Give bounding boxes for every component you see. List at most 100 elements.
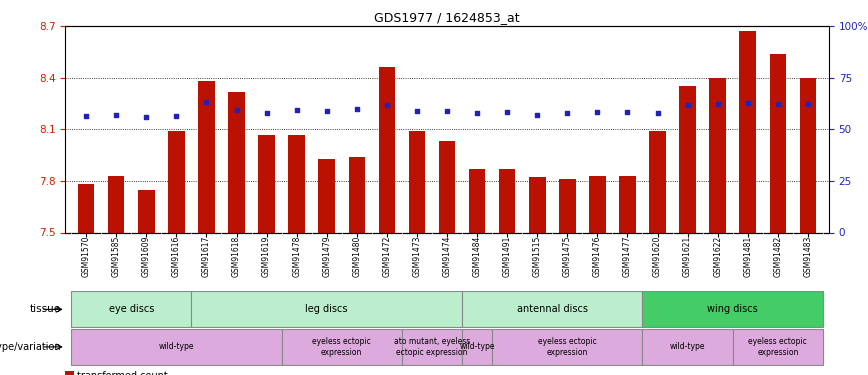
Bar [770,54,786,232]
Text: GSM91479: GSM91479 [322,236,332,277]
Bar [349,157,365,232]
Point [319,108,333,114]
Bar [319,159,335,232]
Point [590,109,604,115]
Point [651,110,665,116]
Text: tissue: tissue [30,304,61,314]
Bar [71,291,192,327]
Bar [438,141,456,232]
Bar [589,176,606,232]
Point [260,110,273,116]
Bar [402,329,462,365]
Text: eyeless ectopic
expression: eyeless ectopic expression [538,337,596,357]
Bar [281,329,402,365]
Point [801,100,815,106]
Text: GSM91617: GSM91617 [202,236,211,277]
Bar [198,81,214,232]
Point [500,109,514,115]
Bar [733,329,823,365]
Point [621,109,635,115]
Text: wild-type: wild-type [159,342,194,351]
Text: GSM91621: GSM91621 [683,236,692,277]
Point [470,110,484,116]
Text: antennal discs: antennal discs [516,304,588,314]
Text: GSM91482: GSM91482 [773,236,782,277]
Bar [462,291,642,327]
Text: GSM91585: GSM91585 [112,236,121,277]
Bar [799,78,816,232]
Point [530,112,544,118]
Text: GSM91481: GSM91481 [743,236,753,277]
Bar [228,92,245,232]
Text: GSM91616: GSM91616 [172,236,181,277]
Bar [65,371,74,375]
Text: GSM91484: GSM91484 [472,236,482,277]
Point [79,114,93,120]
Point [229,106,243,112]
Bar [138,189,155,232]
Bar [168,131,185,232]
Point [109,112,123,118]
Text: GSM91483: GSM91483 [804,236,812,277]
Point [771,102,785,108]
Bar [642,291,823,327]
Text: transformed count: transformed count [77,371,168,375]
Point [681,102,694,108]
Text: wild-type: wild-type [670,342,706,351]
Text: GSM91476: GSM91476 [593,236,602,277]
Bar [378,68,395,232]
Text: wing discs: wing discs [707,304,758,314]
Text: eyeless ectopic
expression: eyeless ectopic expression [748,337,807,357]
Text: ato mutant, eyeless
ectopic expression: ato mutant, eyeless ectopic expression [394,337,470,357]
Text: GSM91473: GSM91473 [412,236,422,277]
Text: GSM91472: GSM91472 [383,236,391,277]
Point [740,100,754,106]
Point [290,108,304,114]
Bar [462,329,492,365]
Bar [680,86,696,232]
Text: GSM91618: GSM91618 [232,236,241,277]
Bar [649,131,666,232]
Bar [409,131,425,232]
Bar [71,329,281,365]
Text: GSM91609: GSM91609 [141,236,151,277]
Bar [288,135,305,232]
Bar [619,176,635,232]
Bar [259,135,275,232]
Text: leg discs: leg discs [306,304,348,314]
Bar [192,291,462,327]
Text: eyeless ectopic
expression: eyeless ectopic expression [312,337,372,357]
Bar [78,184,95,232]
Text: GSM91474: GSM91474 [443,236,451,277]
Text: GSM91622: GSM91622 [713,236,722,277]
Bar [492,329,642,365]
Text: GSM91570: GSM91570 [82,236,90,277]
Point [711,100,725,106]
Bar [529,177,545,232]
Bar [559,179,575,232]
Point [169,112,183,118]
Text: GSM91619: GSM91619 [262,236,271,277]
Text: GSM91491: GSM91491 [503,236,511,277]
Bar [642,329,733,365]
Point [380,102,394,108]
Point [561,110,575,116]
Text: eye discs: eye discs [108,304,154,314]
Point [200,99,214,105]
Text: GSM91477: GSM91477 [623,236,632,277]
Bar [740,32,756,232]
Text: GSM91475: GSM91475 [562,236,572,277]
Bar [108,176,124,232]
Point [440,108,454,114]
Bar [709,78,726,232]
Text: GSM91480: GSM91480 [352,236,361,277]
Text: GSM91478: GSM91478 [293,236,301,277]
Text: GDS1977 / 1624853_at: GDS1977 / 1624853_at [374,11,520,24]
Text: wild-type: wild-type [459,342,495,351]
Point [350,106,364,112]
Text: GSM91515: GSM91515 [533,236,542,277]
Point [140,114,154,120]
Text: genotype/variation: genotype/variation [0,342,61,352]
Text: GSM91620: GSM91620 [653,236,662,277]
Bar [499,169,516,232]
